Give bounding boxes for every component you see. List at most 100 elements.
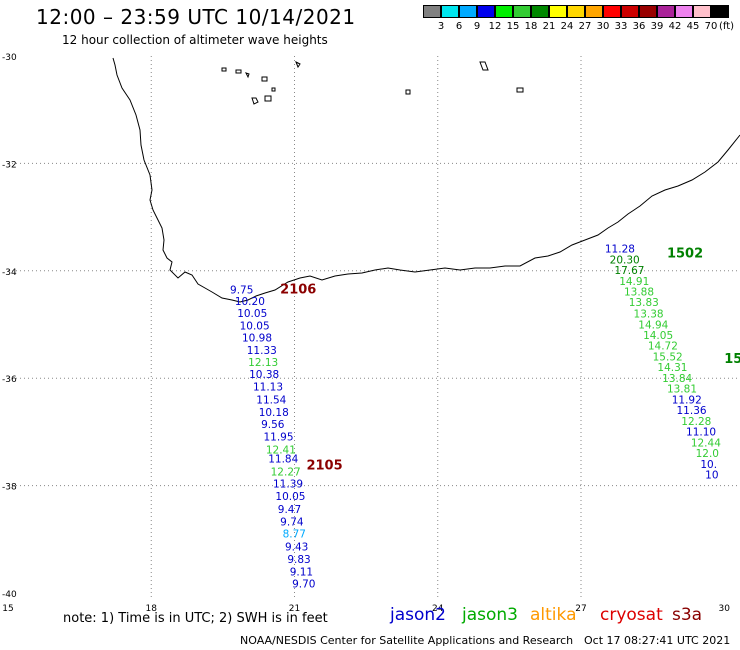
- pass-id-label: 1502: [667, 246, 703, 261]
- color-scale-swatch: [513, 5, 531, 18]
- axis-labels: -30 -32 -34 -36 -38 -40 15 18 21 24 27 30: [2, 53, 730, 614]
- wave-height-value: 11.54: [256, 394, 286, 406]
- color-scale-swatch: [549, 5, 567, 18]
- color-scale-unit: (ft): [719, 21, 735, 32]
- color-scale-swatch: [567, 5, 585, 18]
- lon-tick-label: 30: [719, 604, 731, 614]
- color-scale-tick: 33: [614, 21, 628, 32]
- legend-entry-cryosat: cryosat: [600, 605, 663, 625]
- wave-height-value: 9.56: [261, 419, 285, 431]
- wave-height-value: 13.84: [662, 373, 692, 385]
- color-scale-tick: 24: [560, 21, 574, 32]
- lat-tick-label: -32: [2, 160, 17, 170]
- wave-height-value: 10.98: [242, 333, 272, 345]
- color-scale-swatch: [585, 5, 603, 18]
- wave-height-value: 20.30: [610, 254, 640, 266]
- color-scale-tick: 42: [668, 21, 682, 32]
- pass-id-label: 2105: [306, 458, 342, 473]
- legend-entry-altika: altika: [530, 605, 577, 625]
- wave-height-value: 10.20: [235, 296, 265, 308]
- wave-height-value: 15.52: [653, 351, 683, 363]
- wave-height-value: 12.41: [266, 444, 296, 456]
- lat-tick-label: -40: [2, 590, 17, 600]
- wave-height-value: 11.28: [605, 244, 635, 256]
- wave-height-value: 12.13: [248, 357, 278, 369]
- lon-tick-label: 21: [289, 604, 300, 614]
- color-scale-tick: 18: [524, 21, 538, 32]
- map-title: 12:00 – 23:59 UTC 10/14/2021: [36, 5, 356, 29]
- pass-id-label: 2106: [280, 282, 316, 297]
- wave-height-value: 12.27: [271, 466, 301, 478]
- color-scale-swatch: [621, 5, 639, 18]
- color-scale-tick: 12: [488, 21, 502, 32]
- color-scale-swatch: [639, 5, 657, 18]
- wave-height-value: 14.05: [643, 330, 673, 342]
- color-scale-tick: 3: [437, 21, 445, 32]
- island-cluster: [221, 60, 524, 105]
- color-scale-swatch: [603, 5, 621, 18]
- color-scale-tick: 15: [506, 21, 520, 32]
- color-scale-swatch: [441, 5, 459, 18]
- color-scale-tick: 30: [596, 21, 610, 32]
- south-africa-coastline: [112, 57, 740, 303]
- wave-height-value: 13.38: [634, 309, 664, 321]
- wave-height-value: 14.94: [638, 319, 668, 331]
- lon-tick-label: 18: [146, 604, 158, 614]
- wave-height-value: 14.72: [648, 341, 678, 353]
- wave-height-value: 9.74: [280, 516, 304, 528]
- wave-height-value: 11.95: [263, 431, 293, 443]
- wave-height-value: 9.47: [278, 504, 301, 516]
- wave-height-value: 8.77: [283, 529, 306, 541]
- wave-height-value: 14.31: [657, 362, 687, 374]
- wave-height-observations: 9.7510.2010.0510.0510.9811.3312.1310.381…: [230, 244, 721, 591]
- color-scale-swatch: [423, 5, 441, 18]
- credit-footer: NOAA/NESDIS Center for Satellite Applica…: [240, 634, 574, 647]
- wave-height-value: 13.83: [629, 297, 659, 309]
- coastline: [112, 57, 740, 303]
- wave-height-value: 17.67: [614, 265, 644, 277]
- wave-height-value: 9.11: [290, 566, 313, 578]
- legend-entry-jason2: jason2: [390, 605, 446, 625]
- color-scale-tick: 45: [686, 21, 700, 32]
- wave-height-value: 10.05: [275, 491, 305, 503]
- wave-height-value: 10.18: [259, 407, 289, 419]
- legend-entry-s3a: s3a: [672, 605, 703, 625]
- wave-height-value: 11.92: [672, 394, 702, 406]
- color-scale-tick: 36: [632, 21, 646, 32]
- lat-tick-label: -38: [2, 483, 17, 493]
- wave-height-value: 10: [705, 470, 718, 482]
- wave-height-value: 9.75: [230, 284, 253, 296]
- wave-height-value: 10.05: [237, 308, 267, 320]
- wave-height-value: 9.43: [285, 542, 308, 554]
- color-scale-tick: 6: [455, 21, 463, 32]
- wave-height-value: 10.38: [249, 369, 279, 381]
- color-scale-swatch: [531, 5, 549, 18]
- color-scale-swatch: [711, 5, 729, 18]
- color-scale-swatch: [657, 5, 675, 18]
- wave-height-value: 13.81: [667, 384, 697, 396]
- wave-height-value: 10.05: [240, 320, 270, 332]
- wave-height-value: 11.33: [247, 345, 277, 357]
- color-scale-tick: 70: [704, 21, 718, 32]
- lon-tick-label: 24: [432, 604, 444, 614]
- note-text: note: 1) Time is in UTC; 2) SWH is in fe…: [63, 611, 328, 626]
- wave-height-value: 14.91: [619, 276, 649, 288]
- map-subtitle: 12 hour collection of altimeter wave hei…: [62, 33, 328, 47]
- wave-height-value: 11.36: [677, 405, 707, 417]
- lon-tick-label: 15: [2, 604, 13, 614]
- lat-tick-label: -36: [2, 375, 17, 385]
- wave-height-value: 12.44: [691, 437, 721, 449]
- color-scale-swatch: [477, 5, 495, 18]
- color-scale-swatch: [675, 5, 693, 18]
- legend-entry-jason3: jason3: [462, 605, 518, 625]
- wave-height-value: 11.39: [273, 479, 303, 491]
- pass-id-labels: 2106 2105 1502 15: [280, 246, 740, 473]
- wave-height-value: 13.88: [624, 287, 654, 299]
- wave-height-value: 12.28: [681, 416, 711, 428]
- wave-height-value: 10.: [700, 459, 717, 471]
- lat-tick-label: -30: [2, 53, 17, 63]
- color-scale-swatch: [459, 5, 477, 18]
- wave-height-value: 11.10: [686, 427, 716, 439]
- lat-tick-label: -34: [2, 268, 17, 278]
